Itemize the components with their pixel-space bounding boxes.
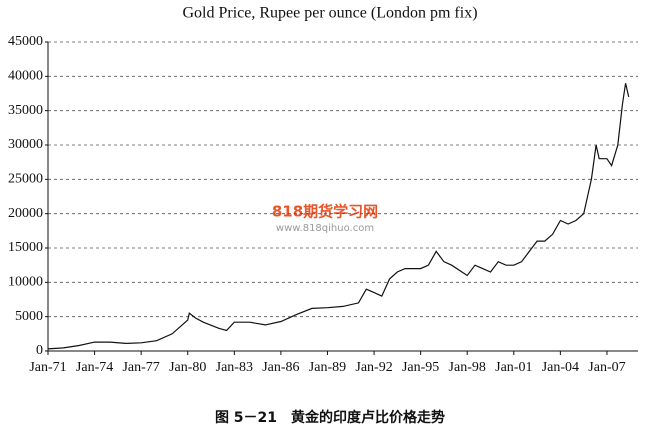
x-tick-label: Jan-74 (76, 360, 113, 375)
y-tick-label: 30000 (8, 137, 43, 152)
y-tick-label: 35000 (8, 103, 43, 118)
x-tick-label: Jan-80 (169, 360, 206, 375)
y-tick-label: 5000 (15, 309, 43, 324)
x-tick-label: Jan-86 (262, 360, 299, 375)
y-tick-label: 25000 (8, 172, 43, 187)
watermark: 818期货学习网 (272, 203, 378, 221)
x-tick-label: Jan-01 (495, 360, 532, 375)
x-tick-label: Jan-89 (309, 360, 346, 375)
x-tick-label: Jan-95 (402, 360, 439, 375)
caption: 图 5－21 黄金的印度卢比价格走势 (215, 409, 445, 426)
y-tick-label: 0 (36, 343, 43, 358)
price-line (47, 83, 630, 350)
x-tick-label: Jan-04 (542, 360, 579, 375)
x-tick-label: Jan-83 (216, 360, 253, 375)
y-tick-label: 10000 (8, 275, 43, 290)
x-tick-label: Jan-77 (122, 360, 159, 375)
x-tick-label: Jan-71 (29, 360, 66, 375)
chart-title: Gold Price, Rupee per ounce (London pm f… (182, 5, 477, 22)
x-tick-label: Jan-98 (449, 360, 486, 375)
x-tick-label: Jan-92 (355, 360, 392, 375)
x-tick-label: Jan-07 (588, 360, 625, 375)
y-tick-label: 15000 (8, 240, 43, 255)
watermark-url: www.818qihuo.com (276, 223, 374, 234)
y-tick-label: 20000 (8, 206, 43, 221)
y-tick-label: 40000 (8, 69, 43, 84)
y-tick-label: 45000 (8, 34, 43, 49)
